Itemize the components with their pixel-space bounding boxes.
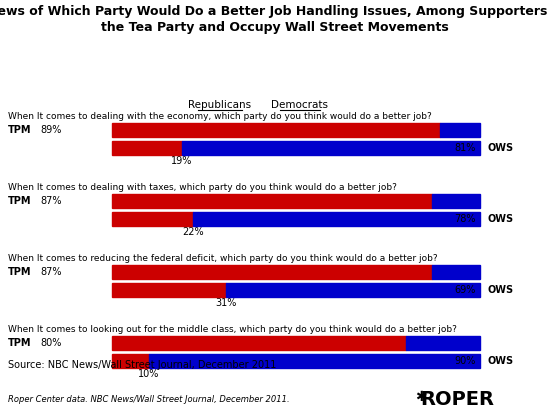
Bar [112,283,226,297]
Text: TPM: TPM [8,125,31,135]
Text: 13%: 13% [436,196,458,206]
Text: 10%: 10% [138,369,160,379]
Text: 87%: 87% [40,196,62,206]
Text: 80%: 80% [40,338,62,348]
Text: 19%: 19% [171,156,192,166]
Text: OWS: OWS [488,356,514,366]
Text: TPM: TPM [8,338,31,348]
Text: When It comes to reducing the federal deficit, which party do you think would do: When It comes to reducing the federal de… [8,254,438,263]
Text: TPM: TPM [8,196,31,206]
Text: 87%: 87% [40,267,62,277]
Bar [193,212,480,226]
Text: OWS: OWS [488,143,514,153]
Text: 89%: 89% [40,125,62,135]
Text: OWS: OWS [488,214,514,224]
Text: When It comes to looking out for the middle class, which party do you think woul: When It comes to looking out for the mid… [8,325,457,334]
Bar [112,141,182,155]
Bar [112,123,439,137]
Text: 20%: 20% [410,338,432,348]
Bar [182,141,480,155]
Text: 13%: 13% [436,267,458,277]
Text: When It comes to dealing with the economy, which party do you think would do a b: When It comes to dealing with the econom… [8,112,432,121]
Text: ✱: ✱ [415,390,427,404]
Text: Source: NBC News/Wall Street Journal, December 2011: Source: NBC News/Wall Street Journal, De… [8,360,276,370]
Text: ROPER: ROPER [420,390,494,409]
Text: 22%: 22% [182,227,204,237]
Text: TPM: TPM [8,267,31,277]
Text: Democrats: Democrats [272,100,328,110]
Text: Roper Center data. NBC News/Wall Street Journal, December 2011.: Roper Center data. NBC News/Wall Street … [8,395,290,404]
Text: OWS: OWS [488,285,514,295]
Bar [149,354,480,368]
Bar [406,336,480,350]
Text: 78%: 78% [454,214,476,224]
Bar [439,123,480,137]
Bar [112,265,432,279]
Bar [112,212,193,226]
Bar [112,194,432,208]
Bar [112,336,406,350]
Bar [432,194,480,208]
Text: Republicans: Republicans [189,100,251,110]
Text: When It comes to dealing with taxes, which party do you think would do a better : When It comes to dealing with taxes, whi… [8,183,397,192]
Text: 11%: 11% [443,125,465,135]
Text: Views of Which Party Would Do a Better Job Handling Issues, Among Supporters of
: Views of Which Party Would Do a Better J… [0,5,550,34]
Text: 90%: 90% [455,356,476,366]
Bar [226,283,480,297]
Text: 81%: 81% [455,143,476,153]
Bar [112,354,149,368]
Bar [432,265,480,279]
Text: 31%: 31% [216,298,236,308]
Text: 69%: 69% [455,285,476,295]
